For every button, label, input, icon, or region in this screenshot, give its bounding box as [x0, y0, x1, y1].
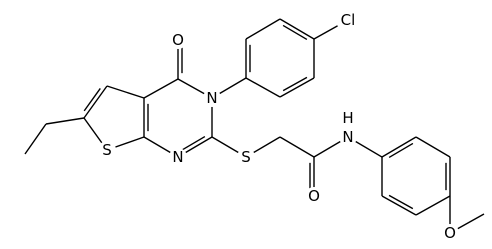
double-bond — [180, 135, 206, 152]
bond — [245, 18, 281, 40]
atom-label: O — [308, 187, 320, 205]
atom-label: H — [342, 109, 353, 127]
atom-label: N — [342, 128, 353, 146]
bond — [106, 85, 145, 99]
bond — [279, 18, 315, 40]
bond — [381, 195, 417, 216]
bond — [279, 136, 315, 158]
double-bond — [388, 142, 414, 159]
bond — [415, 195, 451, 216]
bond — [245, 77, 281, 98]
atom-label: N — [206, 89, 217, 107]
atom-label: Cl — [341, 11, 356, 29]
bond — [415, 136, 451, 158]
double-bond — [282, 76, 308, 92]
atom-label: S — [241, 148, 251, 166]
label-mask — [169, 31, 187, 49]
atom-label: S — [102, 141, 112, 159]
label-mask — [336, 8, 360, 32]
atom-label: N — [172, 148, 183, 166]
label-mask — [441, 224, 459, 242]
label-mask — [169, 148, 187, 166]
label-mask — [203, 89, 221, 107]
label-mask — [305, 187, 323, 205]
bond — [381, 136, 417, 158]
bond — [45, 117, 85, 125]
bonds — [24, 18, 485, 234]
label-mask — [98, 141, 116, 159]
atom-label: O — [172, 31, 184, 49]
double-bond — [388, 194, 414, 210]
label-mask — [237, 148, 255, 166]
double-bond — [83, 88, 101, 112]
bond — [143, 78, 179, 99]
label-mask — [339, 128, 357, 146]
bond — [24, 123, 47, 155]
atom-label: O — [444, 224, 456, 242]
double-bond — [282, 24, 308, 41]
bond — [279, 77, 315, 98]
bond — [83, 85, 108, 119]
label-mask — [339, 109, 357, 127]
